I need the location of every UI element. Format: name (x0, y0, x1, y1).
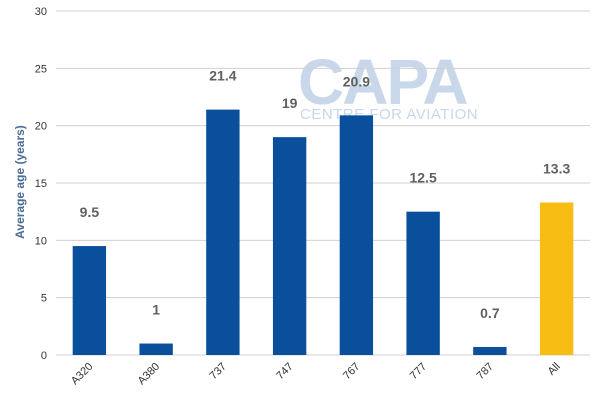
data-label-737: 21.4 (209, 68, 236, 84)
y-tick-label: 10 (35, 235, 47, 247)
x-tick-label-a380: A380 (136, 361, 163, 388)
bar-777 (406, 211, 440, 355)
data-label-777: 12.5 (410, 170, 437, 186)
x-tick-label-a320: A320 (69, 361, 96, 388)
bars (72, 109, 574, 355)
y-tick-label: 25 (35, 63, 47, 75)
x-tick-label-737: 737 (208, 361, 229, 382)
y-axis-ticks: 0 5 10 15 20 25 30 (35, 6, 47, 362)
x-tick-label-all: All (546, 361, 563, 378)
x-axis-ticks: A320 A380 737 747 767 777 787 All (69, 361, 563, 388)
y-tick-label: 20 (35, 121, 47, 133)
bar-a320 (72, 246, 107, 355)
bar-a380 (139, 343, 173, 355)
data-label-a380: 1 (152, 302, 160, 318)
watermark-logo-text: CAPA (298, 46, 467, 118)
bar-767 (339, 115, 374, 355)
data-label-all: 13.3 (543, 160, 570, 176)
x-tick-label-787: 787 (475, 361, 496, 382)
data-label-a320: 9.5 (80, 204, 100, 220)
y-tick-label: 5 (41, 293, 47, 305)
y-tick-label: 15 (35, 178, 47, 190)
y-tick-label: 30 (35, 6, 47, 18)
data-label-787: 0.7 (480, 305, 500, 321)
x-tick-label-777: 777 (408, 361, 429, 382)
bar-747 (272, 137, 307, 355)
x-tick-label-747: 747 (274, 361, 295, 382)
bar-737 (206, 109, 240, 355)
x-tick-label-767: 767 (341, 361, 362, 382)
data-label-747: 19 (282, 95, 298, 111)
data-label-767: 20.9 (343, 73, 370, 89)
data-labels: 9.5 1 21.4 19 20.9 12.5 0.7 13.3 (80, 68, 571, 321)
watermark-tagline: CENTRE FOR AVIATION (300, 106, 478, 123)
bar-all (539, 202, 574, 355)
bar-787 (473, 346, 507, 355)
y-tick-label: 0 (41, 350, 47, 362)
capa-watermark: CAPA CENTRE FOR AVIATION (298, 46, 478, 123)
y-axis-label: Average age (years) (13, 125, 27, 239)
